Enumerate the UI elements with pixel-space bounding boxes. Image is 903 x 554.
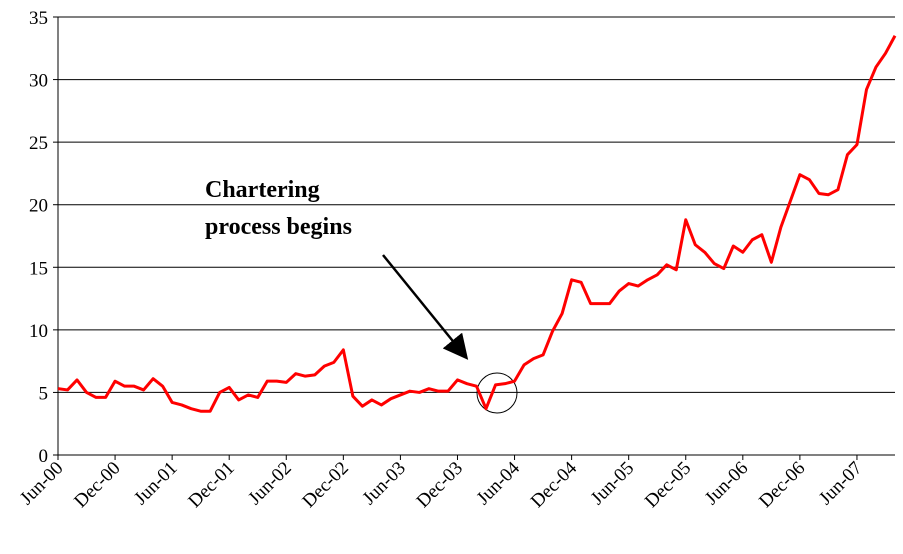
x-tick-label: Dec-00 [70,458,124,512]
annotation-arrow [382,254,469,360]
y-tick-label: 20 [29,196,48,217]
x-tick-label: Jun-07 [815,458,866,509]
x-tick-label: Dec-02 [298,458,352,512]
annotation-circle [476,372,518,414]
x-tick-label: Dec-06 [755,458,809,512]
x-tick-label: Jun-01 [130,458,181,509]
y-tick-label: 35 [29,8,48,29]
y-tick-label: 10 [29,321,48,342]
x-tick-label: Jun-03 [359,458,410,509]
x-tick-label: Dec-04 [527,457,582,512]
annotation-line: Chartering [205,177,320,203]
y-tick-label: 15 [29,258,48,279]
x-tick-label: Jun-04 [473,457,525,509]
series-line [57,35,897,413]
x-tick-label: Dec-01 [184,458,238,512]
annotation-line: process begins [205,214,352,240]
y-tick-label: 25 [29,133,48,154]
x-tick-label: Jun-06 [701,458,752,509]
x-tick-label: Dec-03 [413,458,467,512]
x-tick-label: Dec-05 [641,458,695,512]
y-tick-label: 0 [39,446,49,467]
x-tick-label: Jun-05 [587,458,638,509]
y-tick-label: 5 [39,383,49,404]
y-tick-label: 30 [29,71,48,92]
x-tick-label: Jun-02 [244,458,295,509]
